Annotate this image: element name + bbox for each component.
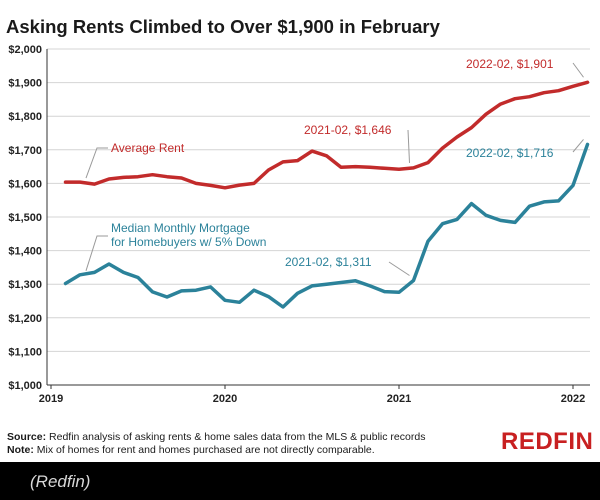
y-tick-label: $1,800 (8, 111, 42, 123)
series-label-leader (85, 235, 108, 271)
line-chart: $1,000 $1,100 $1,200 $1,300 $1,400 $1,500 $1,6… (8, 44, 590, 405)
y-tick-label: $1,100 (8, 346, 42, 358)
source-label: Source: (7, 431, 47, 443)
axis-layer: $1,000 $1,100 $1,200 $1,300 $1,400 $1,500 $1,6… (8, 44, 590, 405)
note-text: Mix of homes for rent and homes purchase… (36, 444, 375, 456)
data-annotation: 2022-02, $1,901 (466, 57, 554, 71)
chart-title: Asking Rents Climbed to Over $1,900 in F… (6, 16, 440, 37)
data-annotation: 2022-02, $1,716 (466, 146, 554, 160)
y-tick-label: $2,000 (8, 44, 42, 56)
y-tick-label: $1,200 (8, 313, 42, 325)
image-caption: (Redfin) (30, 472, 91, 491)
y-tick-label: $1,400 (8, 246, 42, 258)
x-tick-label: 2022 (561, 393, 585, 405)
chart-card: Asking Rents Climbed to Over $1,900 in F… (0, 0, 600, 462)
redfin-logo: REDFIN (501, 428, 594, 455)
footnote: Source: Redfin analysis of asking rents … (7, 431, 425, 457)
series-label: Median Monthly Mortgage (111, 221, 250, 235)
y-tick-label: $1,600 (8, 178, 42, 190)
annotation-leader (388, 261, 410, 276)
series-layer (63, 80, 590, 309)
y-tick-label: $1,000 (8, 380, 42, 392)
series-label: for Homebuyers w/ 5% Down (111, 235, 266, 249)
x-tick-label: 2021 (387, 393, 411, 405)
y-tick-label: $1,300 (8, 279, 42, 291)
note-line: Note: Mix of homes for rent and homes pu… (7, 444, 425, 457)
series-label: Average Rent (111, 141, 185, 155)
annotation-leader (572, 62, 584, 78)
series-label-leader (85, 147, 108, 179)
source-line: Source: Redfin analysis of asking rents … (7, 431, 425, 444)
y-tick-label: $1,900 (8, 78, 42, 90)
annotation-leader (407, 129, 410, 163)
x-tick-label: 2020 (213, 393, 237, 405)
source-text: Redfin analysis of asking rents & home s… (49, 431, 426, 443)
note-label: Note: (7, 444, 34, 456)
annotation-leader (572, 139, 584, 153)
y-tick-label: $1,700 (8, 145, 42, 157)
data-annotation: 2021-02, $1,646 (304, 123, 392, 137)
average-rent-line (63, 80, 590, 190)
data-annotation: 2021-02, $1,311 (285, 255, 372, 269)
y-tick-label: $1,500 (8, 212, 42, 224)
x-tick-label: 2019 (39, 393, 63, 405)
mortgage-line (63, 142, 590, 309)
